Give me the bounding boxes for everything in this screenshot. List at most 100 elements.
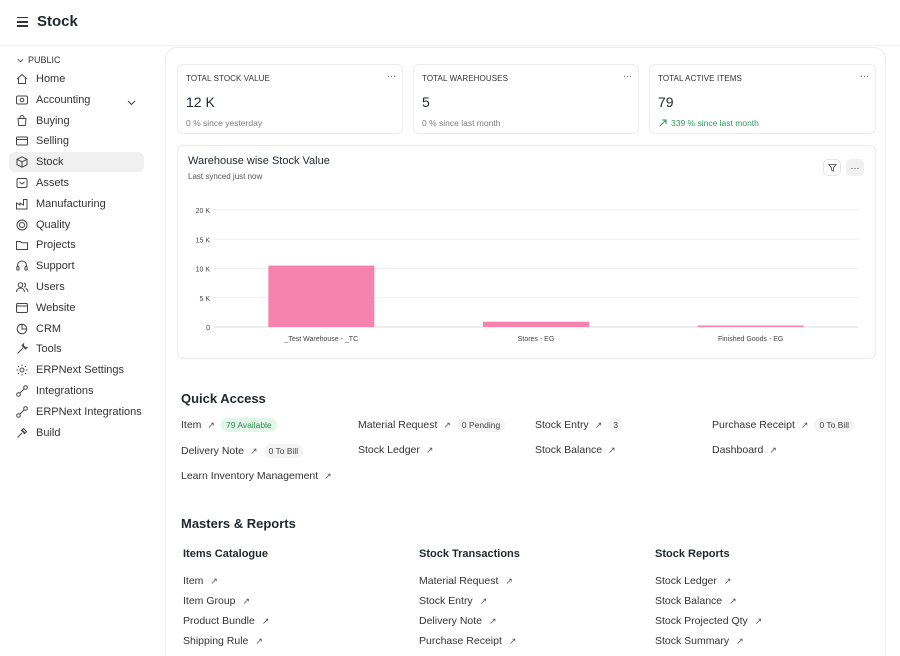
report-link[interactable]: Stock Balance ↗ — [655, 595, 737, 607]
sidebar-item-build[interactable]: Build — [9, 423, 144, 443]
arrow-up-right-icon: ↗ — [736, 635, 744, 646]
sidebar-item-label: Quality — [36, 218, 71, 231]
trend-up-icon — [659, 119, 667, 127]
report-link[interactable]: Item ↗ — [183, 575, 218, 587]
sidebar-item-label: Buying — [36, 114, 70, 127]
quick-link-label: Material Request — [358, 419, 438, 431]
integrations-icon — [15, 405, 29, 419]
stat-change: 0 % since yesterday — [186, 118, 263, 128]
home-icon — [15, 72, 29, 86]
report-link[interactable]: Shipping Rule ↗ — [183, 635, 263, 647]
more-icon[interactable]: ··· — [623, 71, 632, 81]
arrow-up-right-icon: ↗ — [324, 470, 332, 481]
quick-link-delivery-note[interactable]: Delivery Note ↗ 0 To Bill — [181, 444, 304, 458]
quick-link-label: Learn Inventory Management — [181, 470, 319, 482]
arrow-up-right-icon: ↗ — [210, 575, 218, 586]
report-link-label: Purchase Receipt — [419, 635, 502, 647]
report-link[interactable]: Material Request ↗ — [419, 575, 513, 587]
sidebar-item-label: Integrations — [36, 385, 94, 397]
count-badge: 0 To Bill — [263, 444, 304, 458]
report-link-label: Shipping Rule — [183, 635, 249, 647]
report-link-label: Product Bundle — [183, 615, 255, 627]
arrow-up-right-icon: ↗ — [505, 575, 513, 586]
sidebar-item-label: ERPNext Settings — [36, 364, 125, 377]
sidebar-item-label: Website — [36, 301, 76, 314]
y-tick-label: 5 K — [199, 296, 210, 303]
users-icon — [15, 280, 29, 294]
count-badge: 0 Pending — [456, 418, 506, 432]
report-link[interactable]: Stock Ledger ↗ — [655, 575, 731, 587]
settings-icon — [15, 363, 29, 377]
quick-link-item[interactable]: Item ↗ 79 Available — [181, 418, 277, 432]
arrow-up-right-icon: ↗ — [729, 595, 737, 606]
filter-button[interactable] — [823, 159, 841, 176]
bar-chart: 0 5 K 10 K 15 K 20 K _Test Warehouse - _TC Sto… — [196, 208, 858, 343]
report-link[interactable]: Stock Summary ↗ — [655, 635, 744, 647]
sidebar-item-users[interactable]: Users — [9, 277, 144, 297]
report-link[interactable]: Product Bundle ↗ — [183, 615, 269, 627]
sidebar-item-assets[interactable]: Assets — [9, 173, 144, 193]
stat-change: 0 % since last month — [422, 118, 501, 128]
masters-reports-title: Masters & Reports — [181, 516, 296, 531]
menu-icon[interactable] — [17, 17, 28, 27]
stat-title: TOTAL WAREHOUSES — [422, 74, 509, 83]
selling-icon — [15, 134, 29, 148]
tools-icon — [15, 342, 29, 356]
sidebar-item-website[interactable]: Website — [9, 298, 144, 318]
report-link[interactable]: Delivery Note ↗ — [419, 615, 497, 627]
bar — [697, 325, 804, 327]
sidebar-item-home[interactable]: Home — [9, 69, 144, 89]
more-icon: ··· — [850, 162, 860, 173]
chart-more-button[interactable]: ··· — [846, 159, 864, 176]
report-link[interactable]: Stock Entry ↗ — [419, 595, 487, 607]
sidebar-item-label: ERPNext Integrations — [36, 405, 142, 418]
sidebar-item-label: Build — [36, 426, 61, 439]
chart-subtitle: Last synced just now — [188, 172, 263, 181]
y-tick-label: 0 — [206, 325, 210, 332]
more-icon[interactable]: ··· — [387, 71, 396, 81]
quick-link-material-request[interactable]: Material Request ↗ 0 Pending — [358, 418, 506, 432]
quick-link-stock-balance[interactable]: Stock Balance ↗ — [535, 444, 616, 456]
report-link[interactable]: Item Group ↗ — [183, 595, 250, 607]
support-icon — [15, 259, 29, 273]
sidebar-item-accounting[interactable]: Accounting — [9, 90, 144, 110]
quick-link-stock-entry[interactable]: Stock Entry ↗ 3 — [535, 418, 623, 432]
sidebar-item-tools[interactable]: Tools — [9, 339, 144, 359]
quick-link-purchase-receipt[interactable]: Purchase Receipt ↗ 0 To Bill — [712, 418, 855, 432]
stat-title: TOTAL ACTIVE ITEMS — [658, 74, 742, 83]
quick-link-label: Delivery Note — [181, 445, 245, 457]
sidebar-item-buying[interactable]: Buying — [9, 111, 144, 131]
stat-title: TOTAL STOCK VALUE — [186, 74, 270, 83]
report-link[interactable]: Purchase Receipt ↗ — [419, 635, 516, 647]
more-icon[interactable]: ··· — [860, 71, 869, 81]
report-link[interactable]: Stock Projected Qty ↗ — [655, 615, 762, 627]
sidebar-item-erpnext-settings[interactable]: ERPNext Settings — [9, 360, 144, 380]
sidebar-item-quality[interactable]: Quality — [9, 215, 144, 235]
sidebar-item-integrations[interactable]: Integrations — [9, 381, 144, 401]
quick-link-learn-inventory-management[interactable]: Learn Inventory Management ↗ — [181, 470, 332, 482]
arrow-up-right-icon: ↗ — [479, 595, 488, 606]
sidebar-item-label: CRM — [36, 322, 62, 335]
build-icon — [15, 426, 29, 440]
sidebar-item-crm[interactable]: CRM — [9, 319, 144, 339]
chevron-down-icon[interactable] — [127, 96, 136, 106]
chart-card: Warehouse wise Stock Value Last synced j… — [177, 145, 876, 359]
sidebar-item-support[interactable]: Support — [9, 256, 144, 276]
sidebar-item-manufacturing[interactable]: Manufacturing — [9, 194, 144, 214]
sidebar-item-label: Support — [36, 260, 75, 273]
sidebar-item-erpnext-integrations[interactable]: ERPNext Integrations — [9, 402, 144, 422]
stat-value: 5 — [422, 94, 430, 110]
sidebar-section-toggle[interactable]: PUBLIC — [17, 55, 61, 65]
top-bar: Stock — [0, 0, 900, 46]
arrow-up-right-icon: ↗ — [754, 615, 763, 626]
sidebar-item-stock[interactable]: Stock — [9, 152, 144, 173]
sidebar-item-label: Users — [36, 281, 65, 293]
sidebar-item-projects[interactable]: Projects — [9, 235, 144, 255]
sidebar-item-label: Tools — [36, 343, 62, 356]
quick-link-dashboard[interactable]: Dashboard ↗ — [712, 444, 777, 456]
arrow-up-right-icon: ↗ — [250, 445, 258, 456]
quick-link-label: Stock Ledger — [358, 444, 420, 456]
quick-link-label: Dashboard — [712, 444, 764, 456]
quick-link-stock-ledger[interactable]: Stock Ledger ↗ — [358, 444, 433, 456]
sidebar-item-selling[interactable]: Selling — [9, 131, 144, 151]
